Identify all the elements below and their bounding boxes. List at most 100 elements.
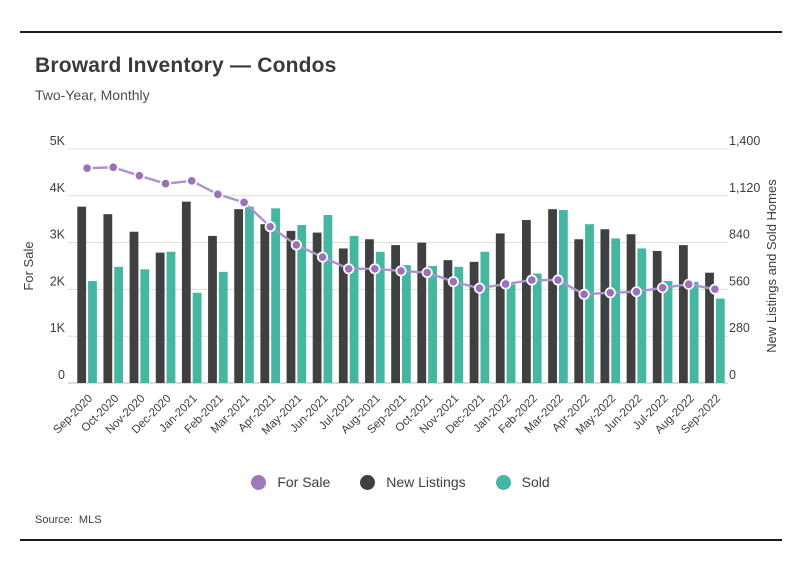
right-axis-title: New Listings and Sold Homes <box>764 179 779 353</box>
right-axis-tick: 280 <box>729 321 750 335</box>
legend-label-new-listings: New Listings <box>386 474 466 490</box>
bar-new-listings <box>365 239 374 383</box>
for-sale-point <box>212 188 224 200</box>
bar-new-listings <box>312 232 322 383</box>
right-axis-tick: 1,120 <box>729 181 760 195</box>
bar-sold <box>166 251 176 383</box>
for-sale-point <box>133 170 145 182</box>
bar-new-listings <box>548 209 557 383</box>
bar-new-listings <box>417 242 427 383</box>
bar-sold <box>715 298 725 383</box>
bar-new-listings <box>705 272 714 383</box>
right-axis-tick: 0 <box>729 368 736 382</box>
bar-new-listings <box>391 245 400 383</box>
bar-new-listings <box>129 231 139 383</box>
bar-new-listings <box>495 233 505 383</box>
for-sale-point <box>290 239 302 251</box>
bar-new-listings <box>181 201 191 383</box>
for-sale-point <box>630 286 642 298</box>
left-axis-tick: 0 <box>58 368 65 382</box>
bar-new-listings <box>338 248 348 383</box>
chart-legend: For Sale New Listings Sold <box>0 474 801 490</box>
for-sale-point <box>107 161 119 173</box>
bar-new-listings <box>103 214 113 383</box>
bar-sold <box>402 265 411 383</box>
for-sale-point <box>683 278 695 290</box>
left-axis-tick: 3K <box>50 228 66 242</box>
right-axis-tick: 840 <box>729 228 750 242</box>
bar-new-listings <box>155 252 165 383</box>
for-sale-point <box>500 278 512 290</box>
bar-sold <box>611 238 621 383</box>
right-axis-tick: 560 <box>729 274 750 288</box>
bar-new-listings <box>208 235 217 383</box>
bar-new-listings <box>77 206 87 383</box>
bar-sold <box>88 281 97 383</box>
bar-sold <box>297 225 307 383</box>
bar-sold <box>454 266 464 383</box>
for-sale-point <box>552 274 564 286</box>
bar-new-listings <box>522 220 531 383</box>
legend-label-for-sale: For Sale <box>277 474 331 490</box>
for-sale-point <box>578 288 590 300</box>
for-sale-point <box>447 276 459 288</box>
for-sale-point <box>473 282 486 294</box>
right-axis-tick: 1,400 <box>729 134 760 148</box>
bar-sold <box>689 281 699 383</box>
bottom-rule <box>20 539 782 541</box>
bar-sold <box>140 269 150 383</box>
for-sale-point <box>160 178 172 190</box>
legend-item-sold: Sold <box>495 474 550 490</box>
top-rule <box>20 31 782 33</box>
legend-label-sold: Sold <box>521 474 550 490</box>
bar-sold <box>192 292 202 383</box>
for-sale-point <box>421 267 433 279</box>
left-axis-title: For Sale <box>21 241 36 290</box>
bar-sold <box>637 248 647 383</box>
bar-sold <box>532 273 542 383</box>
bar-sold <box>428 266 437 383</box>
bar-sold <box>114 266 124 383</box>
bar-sold <box>349 235 359 383</box>
source-note: Source: MLS <box>35 514 102 526</box>
for-sale-point <box>81 162 93 174</box>
legend-item-for-sale: For Sale <box>251 474 330 490</box>
left-axis-tick: 5K <box>50 134 66 148</box>
bar-new-listings <box>652 250 662 383</box>
for-sale-point <box>369 263 381 275</box>
for-sale-point <box>604 287 616 299</box>
for-sale-point <box>238 196 250 208</box>
for-sale-point <box>709 283 721 295</box>
legend-item-new-listings: New Listings <box>360 474 466 490</box>
for-sale-point <box>186 175 198 187</box>
page-subtitle: Two-Year, Monthly <box>35 87 150 103</box>
new-listings-dot-icon <box>360 474 376 490</box>
for-sale-dot-icon <box>251 474 267 490</box>
for-sale-point <box>343 263 355 275</box>
bar-sold <box>218 271 228 383</box>
bar-new-listings <box>678 245 688 383</box>
bar-sold <box>506 284 516 383</box>
bar-sold <box>663 281 673 383</box>
left-axis-tick: 1K <box>50 321 66 335</box>
bar-new-listings <box>600 229 610 383</box>
bar-new-listings <box>443 260 453 383</box>
for-sale-point <box>657 282 669 294</box>
bar-new-listings <box>286 230 296 383</box>
left-axis-tick: 2K <box>50 274 66 288</box>
for-sale-point <box>395 265 407 277</box>
sold-dot-icon <box>495 474 511 490</box>
source-value: MLS <box>78 514 102 526</box>
bar-new-listings <box>234 209 244 383</box>
for-sale-point <box>526 274 538 286</box>
bar-sold <box>375 251 385 383</box>
source-label: Source: <box>35 514 73 526</box>
bar-sold <box>245 206 254 383</box>
bar-new-listings <box>574 239 584 383</box>
for-sale-point <box>316 251 329 263</box>
bar-new-listings <box>469 261 479 383</box>
for-sale-point <box>264 221 276 233</box>
bar-sold <box>585 224 594 383</box>
page-title: Broward Inventory — Condos <box>35 54 337 77</box>
